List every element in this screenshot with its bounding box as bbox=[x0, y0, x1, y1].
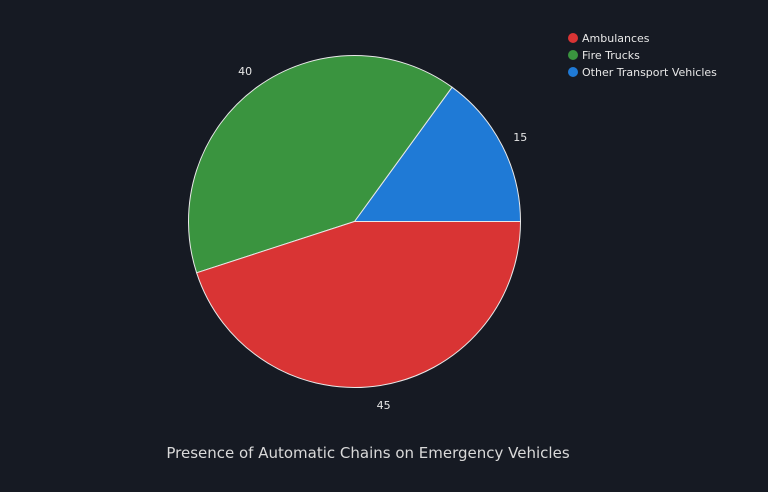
data-label: 15 bbox=[513, 131, 527, 144]
pie-slice-ambulances[interactable] bbox=[195, 221, 522, 388]
legend-item-ambulances[interactable]: Ambulances bbox=[568, 30, 717, 46]
chart-title: Presence of Automatic Chains on Emergenc… bbox=[166, 444, 570, 462]
pie-slice-fire-trucks[interactable] bbox=[188, 55, 453, 274]
legend: Ambulances Fire Trucks Other Transport V… bbox=[568, 30, 717, 81]
data-label: 40 bbox=[238, 65, 252, 78]
legend-dot-icon bbox=[568, 33, 578, 43]
legend-dot-icon bbox=[568, 67, 578, 77]
data-label: 45 bbox=[377, 399, 391, 412]
legend-label: Ambulances bbox=[582, 31, 650, 45]
legend-dot-icon bbox=[568, 50, 578, 60]
pie-slice-other-transport-vehicles[interactable] bbox=[353, 86, 522, 222]
legend-label: Other Transport Vehicles bbox=[582, 65, 717, 79]
legend-item-fire-trucks[interactable]: Fire Trucks bbox=[568, 47, 717, 63]
legend-item-other-transport-vehicles[interactable]: Other Transport Vehicles bbox=[568, 64, 717, 80]
legend-label: Fire Trucks bbox=[582, 48, 640, 62]
